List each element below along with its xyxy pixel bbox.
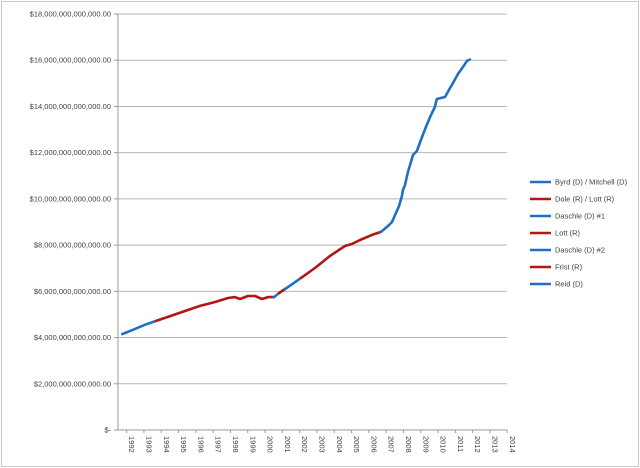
y-axis-tick-label: $12,000,000,000,000.00: [30, 148, 111, 157]
legend-item-label: Lott (R): [555, 229, 581, 238]
x-axis-tick-label: 2002: [300, 436, 309, 453]
x-axis-tick-label: 2010: [439, 436, 448, 453]
series-line-frist-r: [299, 230, 383, 280]
x-axis-tick-label: 2013: [490, 436, 499, 453]
x-axis-tick-label: 1998: [231, 436, 240, 453]
legend-item-label: Daschle (D) #2: [555, 246, 605, 255]
x-axis-tick-label: 2000: [266, 436, 275, 453]
y-axis-tick-label: $-: [104, 426, 111, 435]
y-axis-tick-label: $4,000,000,000,000.00: [34, 333, 111, 342]
y-axis-tick-label: $14,000,000,000,000.00: [30, 102, 111, 111]
x-axis-tick-label: 2001: [283, 436, 292, 453]
series-line-daschle-d-2: [283, 276, 303, 291]
y-axis-tick-label: $8,000,000,000,000.00: [34, 241, 111, 250]
legend-item-label: Daschle (D) #1: [555, 212, 605, 221]
x-axis-tick-label: 2005: [352, 436, 361, 453]
legend-item-label: Dole (R) / Lott (R): [555, 195, 615, 204]
x-axis-tick-label: 2003: [317, 436, 326, 453]
y-axis-tick-label: $6,000,000,000,000.00: [34, 287, 111, 296]
y-axis-tick-label: $16,000,000,000,000.00: [30, 56, 111, 65]
legend-item-label: Frist (R): [555, 263, 583, 272]
series-line-dole-r-lott-r: [154, 294, 276, 323]
x-axis-tick-label: 2006: [369, 436, 378, 453]
x-axis-tick-label: 2009: [421, 436, 430, 453]
x-axis-tick-label: 1999: [248, 436, 257, 453]
x-axis-tick-label: 1995: [179, 436, 188, 453]
legend-item-label: Byrd (D) / Mitchell (D): [555, 178, 628, 187]
x-axis-tick-label: 2011: [456, 436, 465, 452]
series-line-byrd-d-mitchell-d: [121, 319, 158, 336]
x-axis-tick-label: 2008: [404, 436, 413, 453]
x-axis-tick-label: 1994: [162, 436, 171, 453]
x-axis-tick-label: 1993: [144, 436, 153, 453]
series-line-reid-d: [379, 58, 472, 234]
legend-item-label: Reid (D): [555, 280, 583, 289]
x-axis-tick-label: 2004: [335, 436, 344, 453]
x-axis-tick-label: 2014: [508, 436, 517, 453]
x-axis-tick-label: 1996: [196, 436, 205, 453]
y-axis-tick-label: $18,000,000,000,000.00: [30, 10, 111, 19]
y-axis-tick-label: $10,000,000,000,000.00: [30, 194, 111, 203]
x-axis-tick-label: 2007: [387, 436, 396, 453]
x-axis-tick-label: 1992: [127, 436, 136, 453]
x-axis-tick-label: 2012: [473, 436, 482, 453]
x-axis-tick-label: 1997: [214, 436, 223, 453]
y-axis-tick-label: $2,000,000,000,000.00: [34, 379, 111, 388]
